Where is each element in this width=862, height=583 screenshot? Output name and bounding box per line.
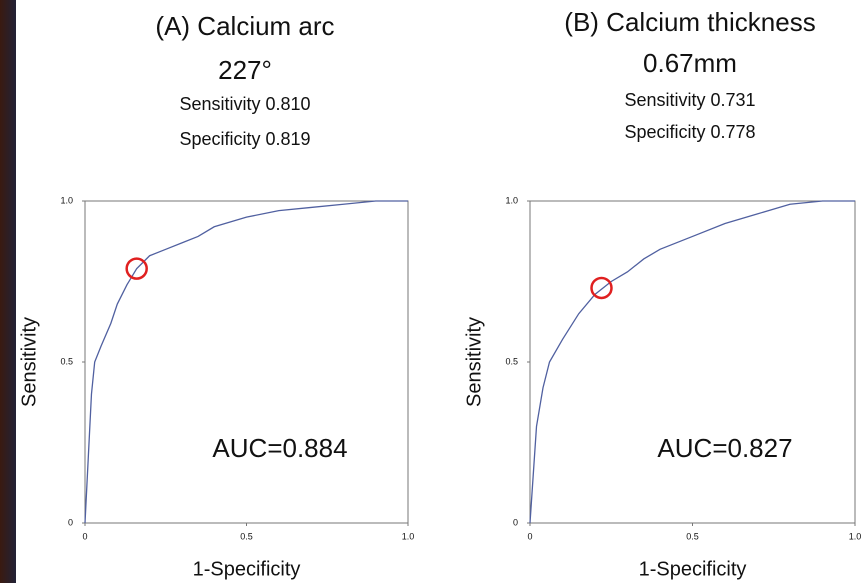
x-axis-label: 1-Specificity [639,558,747,580]
y-tick-label: 0 [68,517,73,527]
panel-background [16,0,862,583]
y-tick-label: 0 [513,517,518,527]
annotation: Sensitivity 0.731 [624,90,755,110]
x-tick-label: 1.0 [849,531,862,541]
annotation: Sensitivity 0.810 [179,94,310,114]
page: (A) Calcium arc 227° Sensitivity 0.810 Spec… [0,0,862,583]
annotation: Specificity 0.778 [624,122,755,142]
annotation: Specificity 0.819 [179,129,310,149]
y-axis-label: Sensitivity [463,317,485,407]
x-tick-label: 0.5 [240,531,253,541]
y-axis-label: Sensitivity [18,317,40,407]
y-tick-label: 1.0 [505,195,518,205]
x-tick-label: 0 [82,531,87,541]
y-tick-label: 1.0 [60,195,73,205]
figure: (A) Calcium arc 227° Sensitivity 0.810 Spec… [0,0,862,583]
chart-subtitle: 227° [218,55,272,85]
y-tick-label: 0.5 [505,356,518,366]
chart-title: (B) Calcium thickness [564,7,815,37]
auc-label: AUC=0.884 [212,433,347,463]
chart-subtitle: 0.67mm [643,48,737,78]
y-tick-label: 0.5 [60,356,73,366]
x-tick-label: 1.0 [402,531,415,541]
x-tick-label: 0 [527,531,532,541]
auc-label: AUC=0.827 [657,433,792,463]
chart-title: (A) Calcium arc [155,11,334,41]
x-axis-label: 1-Specificity [193,558,301,580]
x-tick-label: 0.5 [686,531,699,541]
